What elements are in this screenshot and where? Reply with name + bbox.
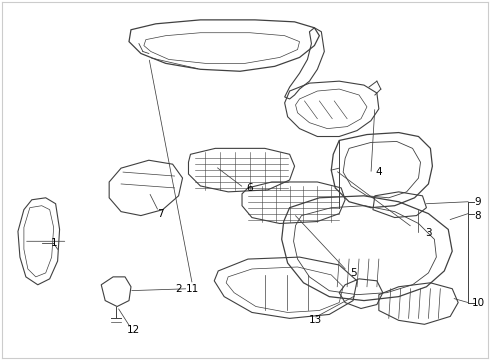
Text: 13: 13 [309, 315, 322, 325]
Text: 2: 2 [175, 284, 182, 294]
Text: 12: 12 [126, 325, 140, 335]
Text: 7: 7 [157, 208, 164, 219]
Text: 6: 6 [246, 183, 253, 193]
Text: 10: 10 [471, 298, 485, 307]
Text: 11: 11 [186, 284, 199, 294]
Text: 4: 4 [375, 167, 382, 177]
Text: 3: 3 [425, 228, 432, 238]
Text: 8: 8 [475, 211, 481, 221]
Text: 1: 1 [50, 238, 57, 248]
Text: 5: 5 [350, 268, 356, 278]
Text: 9: 9 [475, 197, 481, 207]
